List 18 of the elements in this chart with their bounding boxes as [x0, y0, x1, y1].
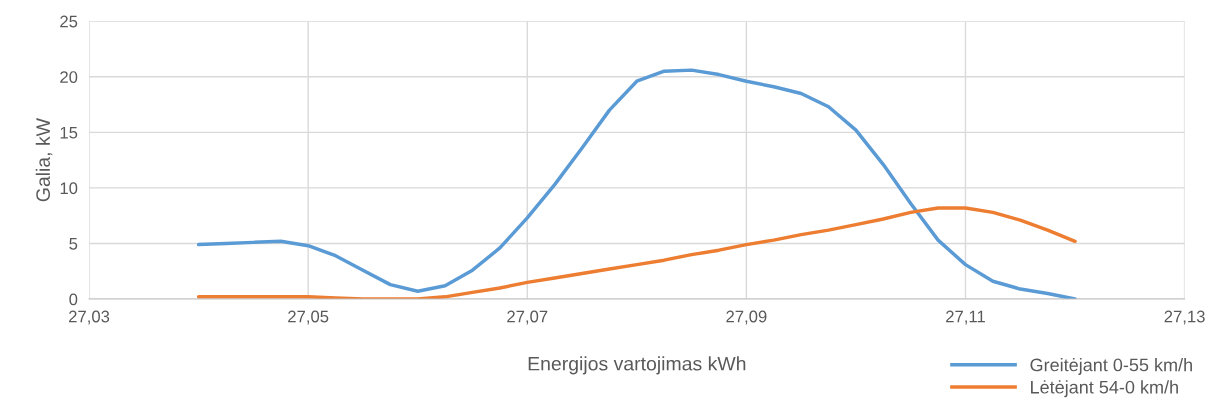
line-series [196, 68, 1077, 300]
y-tick-label: 10 [60, 182, 78, 195]
x-tick-label: 27,07 [507, 310, 548, 325]
y-tick-label: 5 [69, 238, 78, 250]
y-tick-label: 15 [60, 126, 78, 139]
y-tick-label: 25 [60, 15, 78, 28]
x-tick-label: 27,11 [946, 310, 985, 325]
line-series [196, 206, 1077, 300]
x-tick-label: 27,05 [288, 310, 329, 325]
x-tick-label: 27,09 [726, 310, 767, 325]
legend-label: Lėtėjant 54-0 km/h [1031, 380, 1178, 398]
x-axis-title: Energijos vartojimas kWh [528, 356, 746, 375]
legend-label: Greitėjant 0-55 km/h [1030, 358, 1192, 375]
y-tick-label: 20 [60, 71, 78, 83]
y-axis-title: Galia, kW [35, 118, 53, 202]
y-tick-label: 0 [69, 293, 78, 306]
x-tick-label: 27,03 [69, 310, 110, 325]
x-tick-label: 27,13 [1164, 310, 1205, 325]
